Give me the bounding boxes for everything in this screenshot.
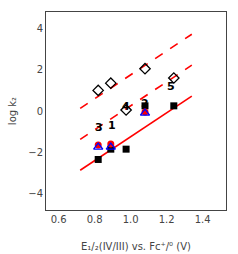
svg-text:0.8: 0.8 [87, 214, 103, 225]
svg-text:log k₂: log k₂ [7, 97, 18, 125]
svg-text:0.6: 0.6 [51, 214, 67, 225]
svg-text:1.0: 1.0 [123, 214, 139, 225]
svg-text:1.2: 1.2 [159, 214, 175, 225]
svg-text:5: 5 [167, 80, 175, 93]
svg-text:0: 0 [37, 106, 43, 117]
svg-text:4: 4 [37, 23, 43, 34]
svg-text:4: 4 [122, 100, 130, 113]
svg-text:E₁/₂(IV/III) vs. Fc⁺/⁰ (V): E₁/₂(IV/III) vs. Fc⁺/⁰ (V) [81, 241, 191, 252]
svg-text:2: 2 [37, 64, 43, 75]
svg-text:3: 3 [95, 121, 103, 134]
svg-text:2: 2 [141, 97, 149, 110]
svg-text:−2: −2 [28, 147, 43, 158]
svg-text:1: 1 [108, 119, 116, 132]
svg-text:1.4: 1.4 [195, 214, 211, 225]
svg-text:−4: −4 [28, 188, 43, 199]
